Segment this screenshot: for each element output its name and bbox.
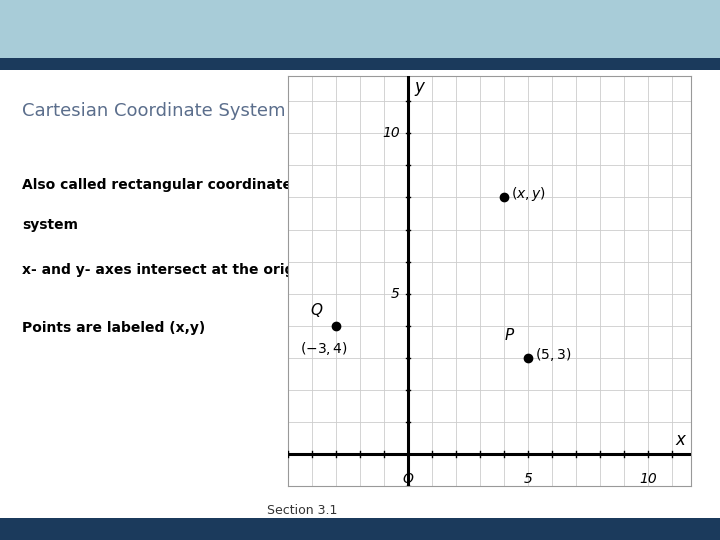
Text: 10: 10 (639, 471, 657, 485)
Text: $y$: $y$ (414, 80, 426, 98)
Bar (0, 0, 720, 58)
Text: 5: 5 (523, 471, 532, 485)
Text: Section 3.1: Section 3.1 (267, 504, 338, 517)
Text: system: system (22, 218, 78, 232)
Text: $(5, 3)$: $(5, 3)$ (535, 346, 572, 363)
Text: Cartesian Coordinate System: Cartesian Coordinate System (22, 102, 285, 119)
Text: $O$: $O$ (402, 471, 414, 485)
Text: 10: 10 (382, 126, 400, 140)
Text: 5: 5 (391, 287, 400, 301)
Text: Also called rectangular coordinate: Also called rectangular coordinate (22, 178, 292, 192)
Text: $x$: $x$ (675, 431, 688, 449)
Text: Points are labeled (x,y): Points are labeled (x,y) (22, 321, 205, 335)
Text: $(-3, 4)$: $(-3, 4)$ (300, 340, 348, 356)
Text: x- and y- axes intersect at the origin: x- and y- axes intersect at the origin (22, 263, 309, 277)
Text: $Q$: $Q$ (310, 301, 323, 319)
Bar (0, 58, 720, 70)
Text: $(x, y)$: $(x, y)$ (511, 185, 546, 203)
Text: $P$: $P$ (504, 327, 516, 343)
